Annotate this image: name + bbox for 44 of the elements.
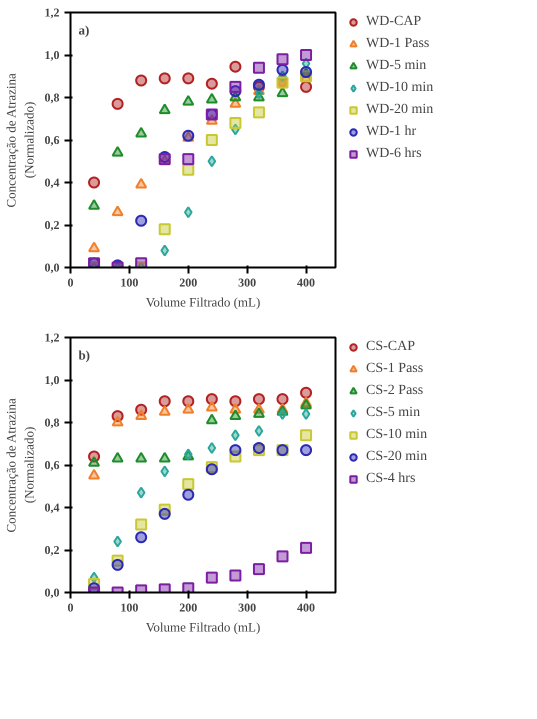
x-tick-label: 300 xyxy=(238,276,256,290)
legend-label: CS-5 min xyxy=(366,405,420,421)
annotation: b) xyxy=(78,348,90,363)
y-tick-label: 0,0 xyxy=(44,260,60,274)
legend-label: WD-1 Pass xyxy=(366,36,430,52)
legend-label: CS-4 hrs xyxy=(366,471,416,487)
legend-label: CS-CAP xyxy=(366,339,416,355)
y-tick-label: 0,8 xyxy=(44,90,60,104)
legend-label: CS-1 Pass xyxy=(366,361,424,377)
y-tick-label: 0,2 xyxy=(44,543,60,557)
x-tick-label: 200 xyxy=(179,276,198,290)
annotation: a) xyxy=(78,22,90,38)
x-tick-label: 100 xyxy=(120,600,138,614)
legend-label: WD-1 hr xyxy=(366,124,416,140)
y-tick-label: 1,2 xyxy=(44,330,60,344)
y-tick-label: 0,4 xyxy=(44,500,60,514)
y-axis-title: Concentração de Atrazina (Normalizado) xyxy=(4,398,36,532)
x-axis-title: Volume Filtrado (mL) xyxy=(146,294,260,310)
y-tick-label: 1,0 xyxy=(44,48,60,62)
x-tick-label: 100 xyxy=(120,276,138,290)
x-axis-title: Volume Filtrado (mL) xyxy=(146,620,260,634)
x-tick-label: 200 xyxy=(179,600,198,614)
x-tick-label: 400 xyxy=(297,276,316,290)
y-tick-label: 0,8 xyxy=(44,416,60,430)
legend-label: WD-6 hrs xyxy=(366,146,422,162)
legend-label: CS-10 min xyxy=(366,427,428,443)
y-tick-label: 0,0 xyxy=(44,586,60,600)
x-tick-label: 400 xyxy=(297,600,316,614)
y-tick-label: 0,4 xyxy=(44,176,60,190)
x-tick-label: 0 xyxy=(68,600,74,614)
y-tick-label: 1,2 xyxy=(44,6,60,20)
legend-label: WD-5 min xyxy=(366,58,426,74)
legend-label: CS-20 min xyxy=(366,449,428,465)
y-tick-label: 0,6 xyxy=(44,133,60,147)
x-tick-label: 300 xyxy=(238,600,256,614)
y-tick-label: 1,0 xyxy=(44,373,60,387)
y-axis-title: Concentração de Atrazina (Normalizado) xyxy=(4,72,36,208)
y-tick-label: 0,2 xyxy=(44,218,60,232)
legend-label: WD-CAP xyxy=(366,14,422,30)
legend-label: WD-10 min xyxy=(366,80,434,96)
x-tick-label: 0 xyxy=(68,276,74,290)
legend-label: CS-2 Pass xyxy=(366,383,424,399)
legend-label: WD-20 min xyxy=(366,102,434,118)
y-tick-label: 0,6 xyxy=(44,458,60,472)
